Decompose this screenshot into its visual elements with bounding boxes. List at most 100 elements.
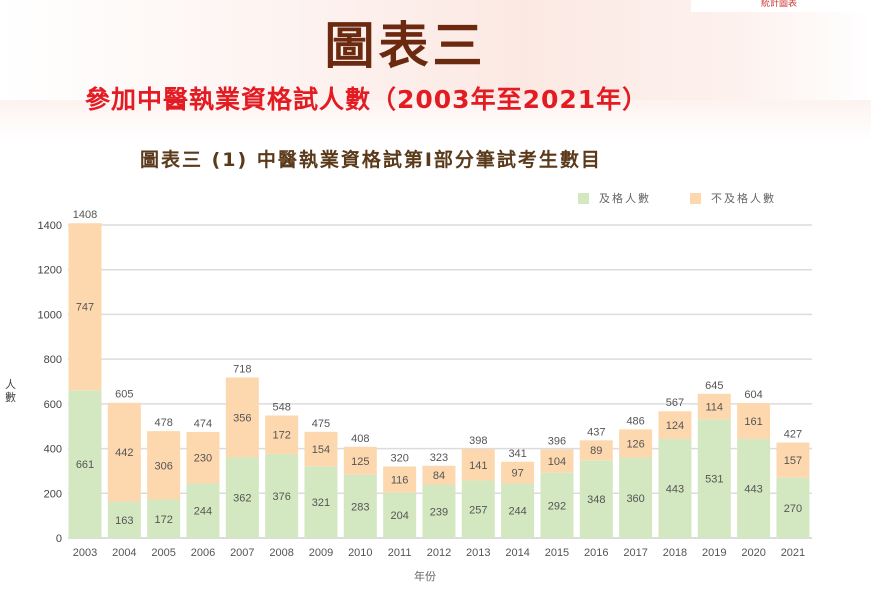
- data-label: 172: [154, 514, 172, 526]
- legend-swatch-fail: [690, 192, 701, 204]
- bar-segment-fail: [107, 402, 141, 502]
- bar-segment-pass: [776, 477, 810, 538]
- x-tick-label: 2012: [427, 547, 451, 559]
- data-label: 443: [744, 483, 762, 495]
- y-tick-label: 1200: [38, 265, 62, 277]
- legend-item-fail: 不及格人數: [690, 190, 776, 206]
- x-tick-label: 2019: [702, 547, 726, 559]
- y-tick-label: 600: [44, 399, 62, 411]
- data-label: 360: [626, 493, 644, 505]
- data-label: 126: [626, 438, 644, 450]
- data-label: 348: [587, 494, 605, 506]
- y-tick-label: 200: [44, 488, 62, 500]
- total-label: 478: [154, 417, 172, 429]
- bar-segment-fail: [776, 442, 810, 478]
- bar-segment-fail: [147, 431, 181, 500]
- total-label: 320: [390, 452, 408, 464]
- bar-segment-fail: [343, 446, 377, 475]
- total-label: 408: [351, 433, 369, 445]
- data-label: 244: [194, 506, 212, 518]
- bar-segment-pass: [658, 438, 692, 538]
- data-label: 125: [351, 456, 369, 468]
- data-label: 104: [548, 456, 566, 468]
- bar-segment-fail: [225, 377, 259, 458]
- x-tick-label: 2011: [388, 547, 412, 559]
- bar-segment-pass: [147, 499, 181, 538]
- bar-segment-fail: [265, 415, 299, 454]
- bar-segment-fail: [737, 402, 771, 439]
- x-tick-label: 2007: [230, 547, 254, 559]
- y-tick-label: 0: [56, 533, 62, 545]
- total-label: 718: [233, 363, 251, 375]
- total-label: 475: [312, 418, 330, 430]
- data-label: 321: [312, 497, 330, 509]
- bar-segment-pass: [186, 483, 220, 538]
- x-tick-label: 2005: [151, 547, 175, 559]
- total-label: 486: [626, 415, 644, 427]
- main-title: 圖表三: [324, 16, 487, 75]
- bar-segment-fail: [540, 449, 574, 473]
- data-label: 376: [272, 491, 290, 503]
- data-label: 161: [744, 416, 762, 428]
- bar-segment-pass: [540, 472, 574, 538]
- total-label: 605: [115, 389, 133, 401]
- y-tick-label: 1000: [38, 309, 62, 321]
- total-label: 474: [194, 418, 212, 430]
- bar-segment-fail: [501, 461, 535, 484]
- bar-segment-pass: [697, 419, 731, 538]
- corner-label: 統計圖表: [691, 0, 871, 12]
- y-axis-label: 人數: [5, 378, 16, 404]
- x-tick-label: 2020: [741, 547, 765, 559]
- legend-label-pass: 及格人數: [599, 192, 651, 205]
- legend-item-pass: 及格人數: [578, 190, 651, 206]
- total-label: 323: [430, 452, 448, 464]
- bar-segment-fail: [383, 466, 417, 493]
- data-label: 172: [272, 430, 290, 442]
- bar-segment-pass: [225, 457, 259, 538]
- bar-segment-pass: [501, 483, 535, 538]
- total-label: 1408: [73, 209, 97, 221]
- bar-segment-pass: [619, 457, 653, 538]
- data-label: 239: [430, 506, 448, 518]
- bar-segment-pass: [107, 501, 141, 538]
- bar-segment-fail: [697, 393, 731, 420]
- x-tick-label: 2014: [505, 547, 529, 559]
- data-label: 362: [233, 493, 251, 505]
- data-label: 204: [390, 510, 408, 522]
- total-label: 548: [272, 401, 290, 413]
- data-label: 257: [469, 504, 487, 516]
- data-label: 116: [391, 474, 409, 486]
- bar-segment-pass: [68, 390, 102, 538]
- x-tick-label: 2016: [584, 547, 608, 559]
- bar-segment-fail: [186, 432, 220, 484]
- x-tick-label: 2009: [309, 547, 333, 559]
- chart-title: 圖表三 (1) 中醫執業資格試第I部分筆試考生數目: [140, 149, 602, 171]
- data-label: 283: [351, 501, 369, 513]
- data-label: 356: [233, 412, 251, 424]
- data-label: 163: [115, 515, 133, 527]
- bar-segment-pass: [304, 466, 338, 538]
- x-tick-label: 2013: [466, 547, 490, 559]
- data-label: 443: [666, 483, 684, 495]
- data-label: 84: [433, 470, 445, 482]
- total-label: 604: [744, 389, 762, 401]
- x-tick-label: 2021: [781, 547, 805, 559]
- total-label: 398: [469, 435, 487, 447]
- bar-segment-fail: [579, 440, 613, 461]
- data-label: 531: [705, 474, 723, 486]
- data-label: 270: [784, 503, 802, 515]
- total-label: 567: [666, 397, 684, 409]
- x-tick-label: 2003: [73, 547, 97, 559]
- data-label: 157: [784, 455, 802, 467]
- x-tick-label: 2018: [663, 547, 687, 559]
- data-label: 292: [548, 500, 566, 512]
- data-label: 747: [76, 302, 94, 314]
- total-label: 396: [548, 435, 566, 447]
- total-label: 645: [705, 380, 723, 392]
- total-label: 341: [508, 448, 526, 460]
- x-tick-label: 2010: [348, 547, 372, 559]
- data-label: 244: [508, 506, 526, 518]
- x-axis-label: 年份: [414, 570, 436, 583]
- subtitle: 參加中醫執業資格試人數（2003年至2021年）: [85, 85, 649, 114]
